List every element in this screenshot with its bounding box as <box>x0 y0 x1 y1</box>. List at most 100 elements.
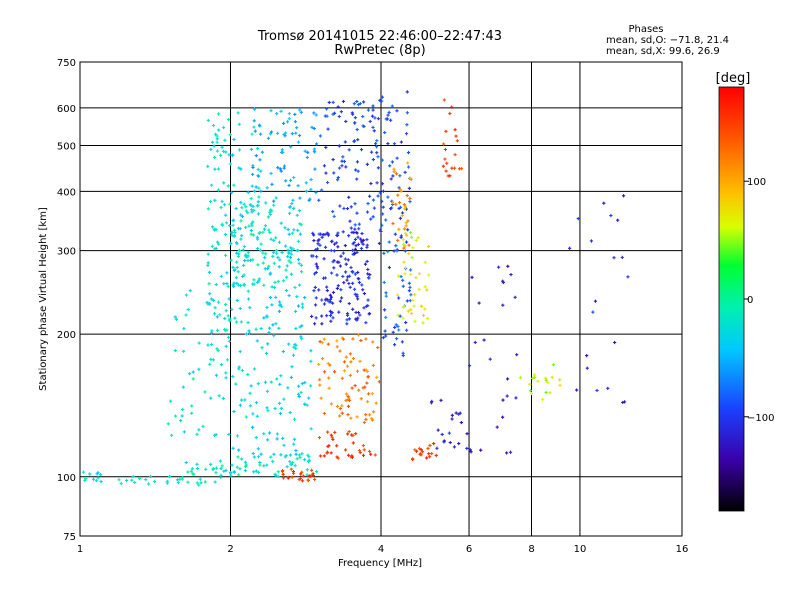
data-point <box>290 231 294 235</box>
data-point <box>279 406 283 410</box>
data-point <box>335 260 339 264</box>
data-point <box>396 313 400 317</box>
data-point <box>298 455 302 460</box>
data-point <box>259 169 263 173</box>
data-point <box>312 238 316 243</box>
data-point <box>345 278 349 282</box>
data-point <box>348 219 352 223</box>
data-point <box>340 164 344 168</box>
data-point <box>275 377 279 381</box>
data-point <box>371 108 375 112</box>
data-point <box>88 472 92 476</box>
data-point <box>363 385 367 389</box>
data-point <box>261 261 265 265</box>
data-point <box>317 238 321 242</box>
data-point <box>309 187 313 192</box>
data-point <box>330 310 334 315</box>
data-point <box>328 293 332 297</box>
data-point <box>232 281 236 285</box>
data-point <box>294 326 298 331</box>
data-point <box>361 444 366 448</box>
data-point <box>355 127 359 132</box>
data-point <box>299 270 304 274</box>
data-point <box>256 174 260 178</box>
data-point <box>237 365 241 369</box>
data-point <box>402 246 406 250</box>
y-tick-label: 300 <box>57 247 76 258</box>
data-point <box>288 453 293 457</box>
data-point <box>479 448 483 452</box>
data-point <box>430 399 434 403</box>
data-point <box>402 203 406 207</box>
data-point <box>340 404 344 408</box>
data-point <box>403 204 407 208</box>
data-point <box>230 231 234 235</box>
data-point <box>340 411 344 415</box>
data-point <box>289 178 293 182</box>
data-point <box>324 297 328 301</box>
data-point <box>358 313 362 317</box>
data-point <box>173 348 177 353</box>
data-point <box>250 224 254 228</box>
data-point <box>287 476 291 480</box>
data-point <box>376 166 381 170</box>
data-point <box>406 219 410 223</box>
data-point <box>346 397 350 402</box>
data-point <box>312 233 316 237</box>
data-point <box>270 303 274 307</box>
data-point <box>387 240 391 244</box>
data-point <box>325 314 329 318</box>
data-point <box>593 299 598 303</box>
data-point <box>356 297 360 301</box>
data-point <box>356 103 361 107</box>
data-point <box>403 227 407 231</box>
data-point <box>215 134 219 138</box>
data-point <box>314 270 318 275</box>
data-point <box>190 467 194 471</box>
data-point <box>370 392 374 396</box>
data-point <box>441 164 445 168</box>
data-point <box>264 201 268 205</box>
data-point <box>240 206 244 210</box>
data-point <box>444 169 448 173</box>
data-point <box>515 353 519 357</box>
data-point <box>232 268 236 273</box>
x-tick-label: 6 <box>466 544 472 555</box>
data-point <box>138 476 142 481</box>
data-point <box>275 432 280 436</box>
data-point <box>620 255 624 259</box>
data-point <box>278 411 283 416</box>
data-point <box>344 262 348 266</box>
data-point <box>337 166 342 170</box>
data-point <box>244 205 248 209</box>
data-point <box>373 453 377 457</box>
data-point <box>224 221 229 225</box>
data-point <box>182 327 186 331</box>
data-point <box>360 283 364 287</box>
phases-o-line: mean, sd,O: −71.8, 21.4 <box>606 35 729 46</box>
data-point <box>405 194 409 198</box>
data-point <box>254 185 258 189</box>
data-point <box>353 251 357 255</box>
data-point <box>175 478 180 482</box>
data-point <box>320 356 325 361</box>
data-point <box>384 315 388 319</box>
data-point <box>291 469 296 474</box>
data-point <box>256 237 260 241</box>
data-point <box>351 248 355 252</box>
data-point <box>287 293 291 298</box>
data-point <box>124 478 129 483</box>
data-point <box>247 329 251 333</box>
data-point <box>351 270 355 274</box>
data-point <box>240 214 245 218</box>
data-point <box>215 347 219 351</box>
data-point <box>253 189 257 193</box>
data-point <box>412 304 416 308</box>
data-point <box>264 252 268 256</box>
data-point <box>349 265 353 270</box>
data-point <box>377 380 381 384</box>
data-point <box>244 225 248 229</box>
data-point <box>201 424 205 428</box>
data-point <box>286 386 290 390</box>
data-point <box>317 288 321 292</box>
